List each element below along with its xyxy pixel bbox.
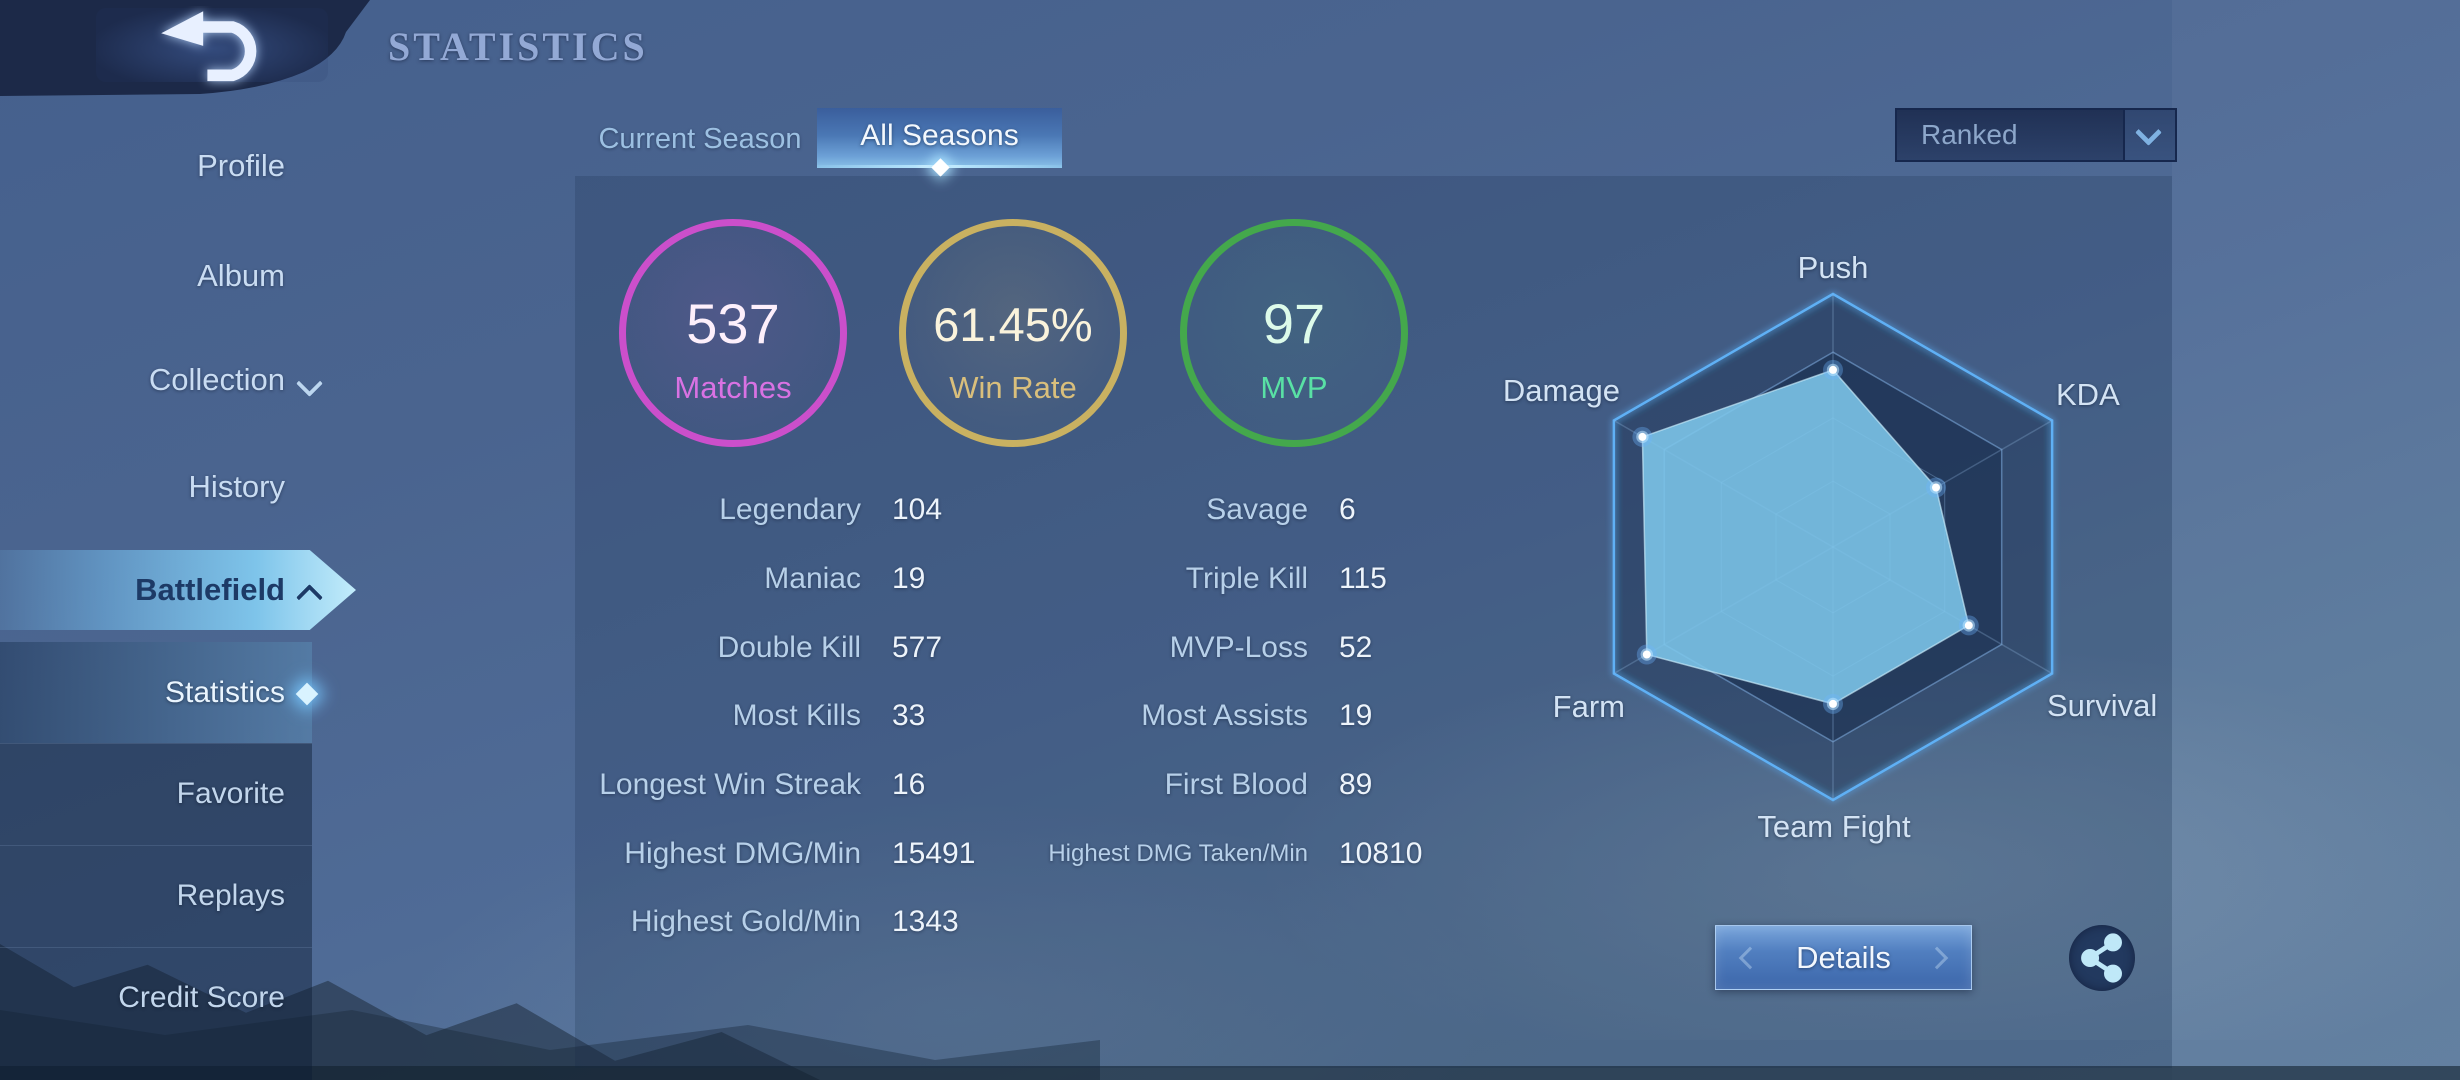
chevron-down-icon — [296, 370, 323, 397]
stat-value: 52 — [1339, 630, 1373, 664]
submenu-item-label: Credit Score — [118, 980, 285, 1014]
stat-label: Legendary — [719, 493, 861, 527]
stat-value: 1343 — [892, 905, 959, 939]
stat-label: Maniac — [764, 562, 861, 596]
divider — [0, 743, 312, 744]
stat-row: MVP-Loss 52 — [1046, 613, 1422, 682]
bottom-strip — [0, 1066, 2460, 1080]
stat-row: Highest Gold/Min 1343 — [440, 888, 975, 957]
stat-row: Most Assists 19 — [1046, 682, 1422, 751]
stat-value: 6 — [1339, 493, 1356, 527]
radar-axis-farm: Farm — [1552, 689, 1625, 724]
submenu-item-statistics[interactable]: Statistics — [0, 642, 312, 743]
submenu-item-replays[interactable]: Replays — [0, 845, 312, 947]
stat-label: Most Kills — [732, 699, 861, 733]
sidebar-item-battlefield-label: Battlefield — [135, 572, 285, 607]
mode-dropdown[interactable]: Ranked — [1895, 108, 2177, 162]
stat-label: Highest Gold/Min — [630, 905, 861, 939]
stat-row: Highest DMG/Min 15491 — [440, 819, 975, 888]
stat-value: 16 — [892, 768, 926, 802]
submenu-item-label: Statistics — [164, 675, 285, 709]
stat-value: 19 — [1339, 699, 1373, 733]
stat-value: 19 — [892, 562, 926, 596]
sidebar-item-profile[interactable]: Profile — [197, 148, 285, 183]
winrate-value: 61.45% — [933, 298, 1093, 351]
stats-column-right: Savage 6 Triple Kill 115 MVP-Loss 52 Most A… — [1046, 476, 1422, 888]
matches-value: 537 — [686, 292, 780, 355]
stat-value: 89 — [1339, 768, 1373, 802]
stat-label: MVP-Loss — [1169, 630, 1308, 664]
radar-axis-damage: Damage — [1502, 373, 1620, 408]
matches-label: Matches — [674, 370, 792, 405]
mode-dropdown-button[interactable] — [2123, 110, 2175, 160]
mvp-circle: 97 MVP — [1180, 219, 1408, 447]
mvp-value: 97 — [1262, 292, 1326, 355]
stat-label: Triple Kill — [1185, 562, 1308, 596]
radar-axis-survival: Survival — [2047, 688, 2158, 723]
details-button-label: Details — [1796, 940, 1891, 975]
stat-value: 10810 — [1339, 836, 1423, 870]
stat-row: Savage 6 — [1046, 476, 1422, 545]
radar-axis-team-fight: Team Fight — [1757, 809, 1911, 844]
submenu-item-favorite[interactable]: Favorite — [0, 743, 312, 845]
mvp-label: MVP — [1260, 370, 1328, 405]
winrate-circle: 61.45% Win Rate — [899, 219, 1127, 447]
stat-label: Highest DMG Taken/Min — [1048, 839, 1308, 867]
stat-label: Longest Win Streak — [599, 768, 861, 802]
radar-data-points — [1632, 359, 1979, 714]
submenu-item-credit-score[interactable]: Credit Score — [0, 947, 312, 1080]
divider — [0, 947, 312, 948]
header-shape — [0, 0, 370, 96]
tab-all-seasons-label: All Seasons — [860, 119, 1019, 152]
share-button[interactable] — [2069, 925, 2135, 991]
stat-row: Triple Kill 115 — [1046, 545, 1422, 614]
details-button[interactable]: Details — [1715, 925, 1972, 990]
back-button[interactable] — [150, 6, 290, 90]
stat-row: Double Kill 577 — [440, 613, 975, 682]
submenu-item-label: Favorite — [176, 777, 285, 810]
radar-axis-push: Push — [1797, 250, 1869, 285]
stat-value: 33 — [892, 699, 926, 733]
stat-label: Savage — [1206, 493, 1308, 527]
stat-row: Most Kills 33 — [440, 682, 975, 751]
sidebar-item-history[interactable]: History — [188, 469, 285, 504]
divider — [0, 845, 312, 846]
stat-row: Legendary 104 — [440, 476, 975, 545]
matches-circle: 537 Matches — [619, 219, 847, 447]
background-light-band — [2172, 0, 2460, 1080]
back-arrow-icon — [161, 11, 204, 46]
stat-label: Highest DMG/Min — [624, 836, 861, 870]
stat-row: Highest DMG Taken/Min 10810 — [1046, 819, 1422, 888]
sidebar-item-album[interactable]: Album — [197, 258, 285, 293]
battlefield-submenu: Statistics Favorite Replays Credit Score — [0, 642, 312, 1080]
share-icon — [2081, 933, 2122, 983]
stat-label: Most Assists — [1141, 699, 1308, 733]
sidebar-item-collection[interactable]: Collection — [148, 362, 285, 397]
stat-value: 15491 — [892, 836, 976, 870]
submenu-item-label: Replays — [176, 879, 285, 912]
stat-row: Maniac 19 — [440, 545, 975, 614]
stat-row: First Blood 89 — [1046, 751, 1422, 820]
page-title: STATISTICS — [388, 24, 648, 69]
performance-radar-chart — [1612, 292, 2054, 802]
stat-label: Double Kill — [717, 630, 861, 664]
tab-all-seasons[interactable]: All Seasons — [817, 108, 1062, 177]
stat-value: 115 — [1339, 562, 1387, 596]
stats-column-left: Legendary 104 Maniac 19 Double Kill 577 Mos… — [440, 476, 975, 957]
sidebar-item-battlefield[interactable] — [0, 550, 356, 630]
chevron-down-icon — [2135, 119, 2162, 146]
radar-axis-kda: KDA — [2056, 377, 2120, 412]
winrate-label: Win Rate — [949, 370, 1077, 405]
tab-current-season[interactable]: Current Season — [598, 123, 802, 155]
stat-label: First Blood — [1164, 768, 1308, 802]
stat-value: 104 — [892, 493, 943, 527]
mode-dropdown-value: Ranked — [1921, 119, 2018, 150]
stat-value: 577 — [892, 630, 943, 664]
stat-row: Longest Win Streak 16 — [440, 751, 975, 820]
